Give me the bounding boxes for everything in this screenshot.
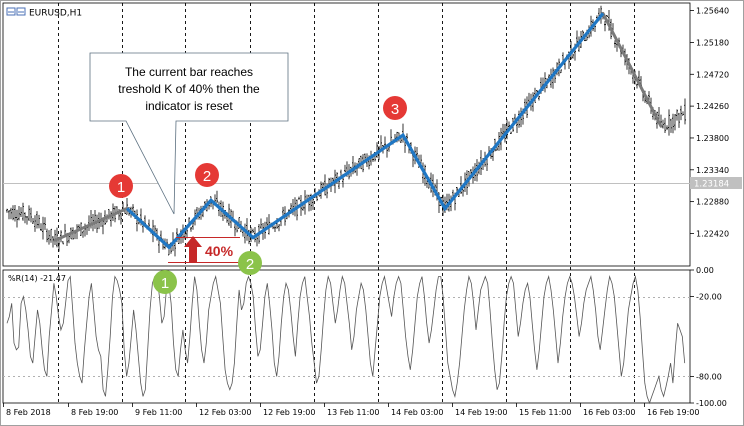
marker-green-1: 1 bbox=[153, 270, 177, 294]
time-tick-label: 8 Feb 19:00 bbox=[71, 408, 118, 417]
price-tick-label: 1.23800 bbox=[696, 134, 729, 143]
current-price-text: 1.23184 bbox=[694, 180, 729, 190]
callout-box bbox=[89, 52, 289, 215]
marker-circle bbox=[109, 174, 133, 198]
gray-trend-segment bbox=[53, 207, 129, 242]
time-tick-label: 16 Feb 03:00 bbox=[583, 408, 635, 417]
price-tick-label: 1.23340 bbox=[696, 166, 729, 175]
price-tick-label: 1.24260 bbox=[696, 102, 729, 111]
threshold-arrow-icon bbox=[184, 236, 202, 262]
marker-red-2: 2 bbox=[195, 163, 219, 187]
wpr-line bbox=[6, 275, 686, 405]
marker-label: 1 bbox=[117, 179, 125, 196]
marker-circle bbox=[195, 163, 219, 187]
time-tick-label: 14 Feb 19:00 bbox=[455, 408, 507, 417]
marker-circle bbox=[238, 251, 262, 275]
price-pane[interactable] bbox=[2, 2, 691, 267]
price-tick-label: 1.22420 bbox=[696, 229, 729, 238]
zigzag-indicator bbox=[125, 12, 605, 250]
indicator-tick-label: 0.00 bbox=[696, 266, 714, 275]
time-tick-label: 12 Feb 03:00 bbox=[199, 408, 251, 417]
time-tick-label: 13 Feb 11:00 bbox=[327, 408, 379, 417]
williams-r-line bbox=[6, 275, 686, 405]
price-tick-label: 1.24720 bbox=[696, 70, 729, 79]
threshold-indicator: 40% bbox=[168, 236, 240, 263]
marker-circle bbox=[383, 96, 407, 120]
indicator-pane[interactable] bbox=[2, 269, 691, 404]
marker-red-3: 3 bbox=[383, 96, 407, 120]
gray-trend-lines bbox=[53, 11, 663, 242]
time-tick-label: 15 Feb 11:00 bbox=[519, 408, 571, 417]
indicator-tick-label: -80.00 bbox=[696, 372, 722, 381]
marker-label: 1 bbox=[161, 275, 169, 292]
callout-line-1: The current bar reaches bbox=[125, 65, 253, 79]
indicator-axis: 0.00 -20.00 -80.00 -100.00 bbox=[690, 266, 727, 408]
marker-circle bbox=[153, 270, 177, 294]
symbol-title: EURUSD,H1 bbox=[29, 9, 82, 19]
price-tick-label: 1.22880 bbox=[696, 198, 729, 207]
marker-label: 2 bbox=[203, 168, 211, 185]
indicator-tick-label: -100.00 bbox=[696, 399, 727, 408]
price-tick-label: 1.25180 bbox=[696, 38, 729, 47]
marker-label: 2 bbox=[246, 256, 254, 273]
time-tick-label: 16 Feb 19:00 bbox=[647, 408, 699, 417]
gray-trend-segment bbox=[601, 11, 663, 128]
price-axis: 1.25640 1.25180 1.24720 1.24260 1.23800 1.233… bbox=[690, 7, 729, 238]
marker-green-2: 2 bbox=[238, 251, 262, 275]
marker-label: 3 bbox=[391, 101, 399, 118]
callout: The current bar reaches treshold K of 40… bbox=[89, 52, 289, 215]
indicator-tick-label: -20.00 bbox=[696, 293, 722, 302]
callout-line-3: indicator is reset bbox=[145, 99, 233, 113]
time-tick-label: 8 Feb 2018 bbox=[6, 408, 51, 417]
indicator-label: %R(14) -21.47 bbox=[8, 274, 66, 283]
time-tick-label: 12 Feb 19:00 bbox=[263, 408, 315, 417]
callout-line-2: treshold K of 40% then the bbox=[118, 82, 260, 96]
price-tick-label: 1.25640 bbox=[696, 7, 729, 16]
current-price-tag bbox=[690, 177, 742, 189]
time-tick-label: 14 Feb 03:00 bbox=[391, 408, 443, 417]
zigzag-line bbox=[125, 12, 605, 250]
time-axis: 8 Feb 2018 8 Feb 19:00 9 Feb 11:00 12 Feb 0… bbox=[3, 403, 699, 417]
time-tick-label: 9 Feb 11:00 bbox=[135, 408, 182, 417]
threshold-label: 40% bbox=[205, 243, 234, 259]
chart-title: EURUSD,H1 bbox=[6, 7, 82, 19]
marker-red-1: 1 bbox=[109, 174, 133, 198]
